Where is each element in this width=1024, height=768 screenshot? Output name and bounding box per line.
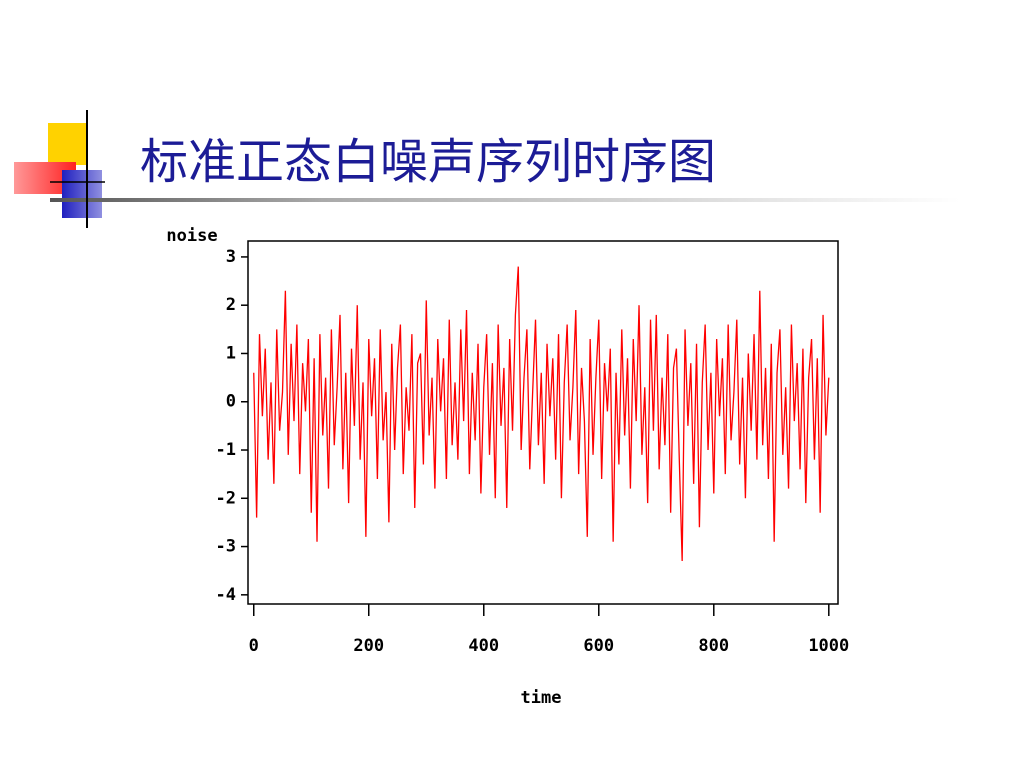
x-axis-label: time bbox=[521, 688, 562, 708]
x-tick-label: 200 bbox=[353, 636, 384, 656]
y-tick-label: 3 bbox=[226, 247, 236, 267]
y-tick-label: -1 bbox=[216, 440, 236, 460]
slide-title: 标准正态白噪声序列时序图 bbox=[140, 136, 716, 189]
x-tick-label: 0 bbox=[249, 636, 259, 656]
y-tick-label: -3 bbox=[216, 537, 236, 557]
x-tick-label: 600 bbox=[583, 636, 614, 656]
decoration bbox=[14, 110, 960, 228]
y-tick-label: -4 bbox=[216, 585, 236, 605]
y-tick-label: 1 bbox=[226, 343, 236, 363]
x-tick-label: 800 bbox=[698, 636, 729, 656]
x-tick-label: 1000 bbox=[808, 636, 849, 656]
x-tick-label: 400 bbox=[468, 636, 499, 656]
y-tick-label: 0 bbox=[226, 392, 236, 412]
y-tick-label: -2 bbox=[216, 488, 236, 508]
plot-frame bbox=[247, 240, 839, 605]
y-tick-label: 2 bbox=[226, 295, 236, 315]
y-axis-label: noise bbox=[166, 226, 217, 246]
noise-line bbox=[253, 266, 830, 562]
